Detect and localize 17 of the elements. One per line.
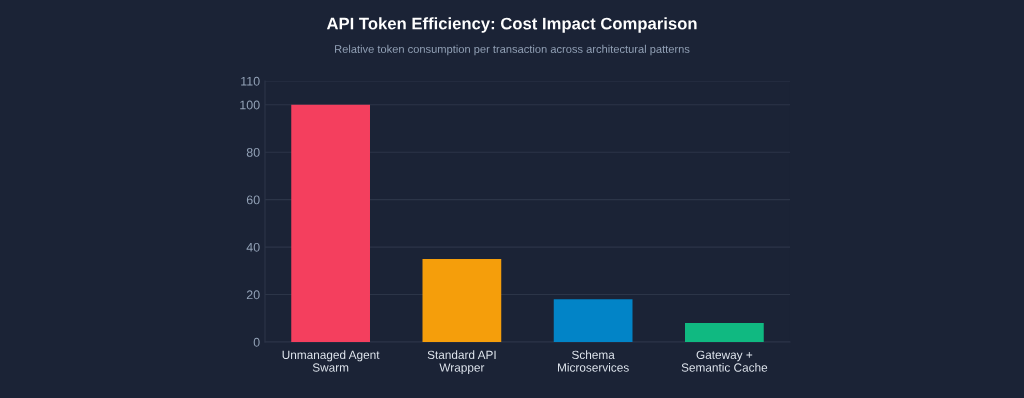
x-tick-label: Unmanaged Agent Swarm [282, 350, 380, 372]
y-tick-label: 20 [246, 290, 260, 300]
y-tick-label: 80 [246, 147, 260, 157]
y-tick-label: 40 [246, 242, 260, 252]
x-tick-label: Schema Microservices [558, 350, 629, 372]
y-tick-label: 60 [246, 195, 260, 205]
x-tick-label: Gateway + Semantic Cache [681, 350, 768, 372]
chart-title: API Token Efficiency: Cost Impact Comparison [326, 17, 697, 33]
bar [291, 104, 370, 342]
y-tick-label: 110 [241, 76, 260, 86]
y-tick-label: 0 [253, 337, 260, 347]
x-tick-label: Standard API Wrapper [427, 350, 496, 375]
y-tick-label: 100 [240, 100, 260, 110]
bar [685, 323, 764, 342]
bar [422, 258, 502, 342]
bar [553, 299, 633, 342]
chart-subtitle: Relative token consumption per transaction across architectural patterns [335, 44, 690, 56]
